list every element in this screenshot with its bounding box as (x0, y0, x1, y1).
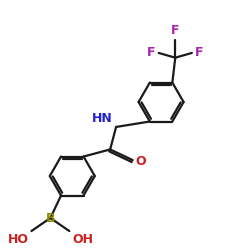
Text: F: F (147, 46, 156, 60)
Text: F: F (171, 24, 179, 37)
Text: O: O (135, 155, 146, 168)
Text: B: B (46, 212, 55, 224)
Text: F: F (195, 46, 203, 60)
Text: HN: HN (92, 112, 112, 125)
Text: OH: OH (72, 234, 93, 246)
Text: HO: HO (8, 234, 28, 246)
